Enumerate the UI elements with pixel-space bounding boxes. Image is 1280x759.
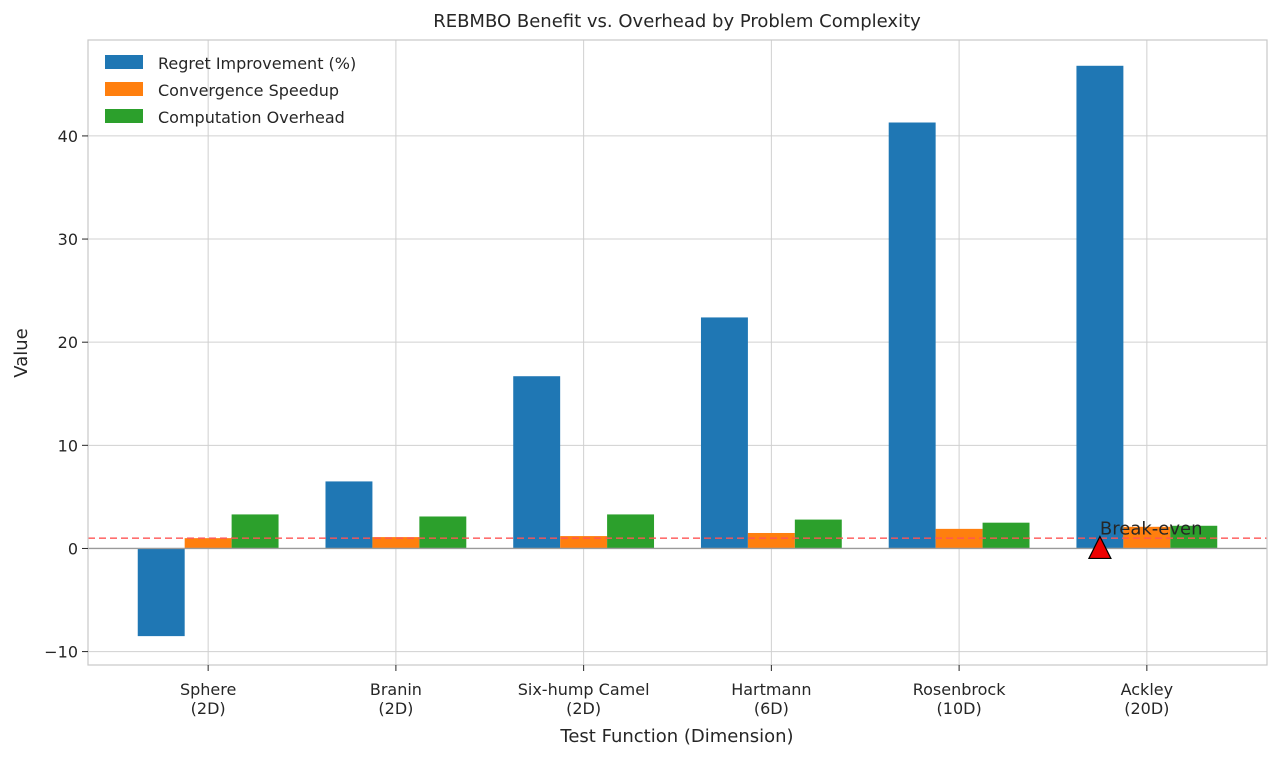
x-tick-label: Branin (370, 680, 422, 699)
x-tick-label: (10D) (937, 699, 982, 718)
bar (513, 376, 561, 549)
bar (747, 532, 795, 549)
bar (560, 536, 608, 549)
legend-label: Regret Improvement (%) (158, 54, 356, 73)
legend-swatch (105, 55, 143, 69)
bar (982, 522, 1030, 549)
x-tick-label: Sphere (180, 680, 236, 699)
legend-label: Computation Overhead (158, 108, 345, 127)
legend: Regret Improvement (%) Convergence Speedu… (105, 54, 356, 127)
reference-line-group (88, 537, 1267, 550)
y-axis-ticks: −10 0 10 20 30 40 (44, 127, 88, 662)
x-tick-label: Six-hump Camel (518, 680, 650, 699)
bar (888, 122, 936, 549)
x-tick-label: Ackley (1121, 680, 1173, 699)
y-tick-label: 0 (68, 539, 78, 558)
y-tick-label: 10 (58, 436, 78, 455)
legend-label: Convergence Speedup (158, 81, 339, 100)
annotation-group: Break-even (1087, 518, 1203, 560)
bar (607, 514, 655, 549)
plot-frame (87, 39, 1268, 666)
x-axis-ticks: Sphere(2D)Branin(2D)Six-hump Camel(2D)Ha… (180, 665, 1173, 718)
bar (700, 317, 748, 549)
legend-swatch (105, 82, 143, 96)
x-axis-label: Test Function (Dimension) (559, 726, 793, 747)
x-tick-label: (2D) (191, 699, 226, 718)
legend-swatch (105, 109, 143, 123)
bar (325, 481, 373, 549)
y-tick-label: 20 (58, 333, 78, 352)
x-tick-label: Rosenbrock (913, 680, 1006, 699)
bar (184, 538, 232, 549)
bar (1076, 65, 1124, 549)
axes-frame (87, 39, 1268, 666)
annotation-label: Break-even (1100, 518, 1203, 539)
bar (1170, 525, 1218, 549)
bar (231, 514, 279, 549)
x-tick-label: (2D) (378, 699, 413, 718)
bars (137, 65, 1218, 637)
y-axis-label: Value (11, 328, 32, 377)
bar (419, 516, 467, 549)
break-even-marker (1087, 535, 1112, 560)
y-tick-label: 30 (58, 230, 78, 249)
chart-title: REBMBO Benefit vs. Overhead by Problem C… (433, 11, 921, 32)
bar (372, 537, 420, 549)
x-tick-label: Hartmann (731, 680, 811, 699)
x-tick-label: (2D) (566, 699, 601, 718)
bar (794, 519, 842, 549)
x-tick-label: (20D) (1124, 699, 1169, 718)
y-tick-label: 40 (58, 127, 78, 146)
y-tick-label: −10 (44, 643, 78, 662)
x-tick-label: (6D) (754, 699, 789, 718)
bar (137, 548, 185, 637)
